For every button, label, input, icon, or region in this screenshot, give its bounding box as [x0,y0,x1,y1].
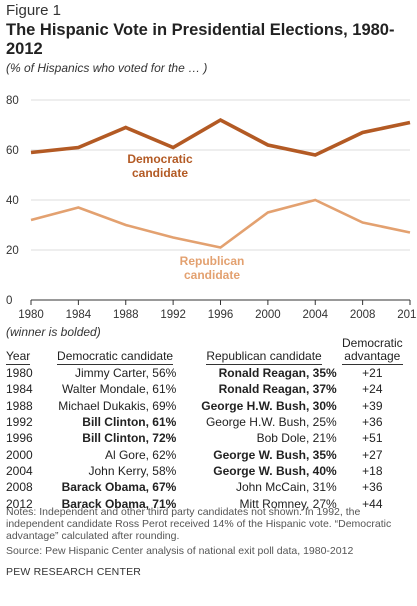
table-row: 1980 Jimmy Carter, 56% Ronald Reagan, 35% +… [2,365,408,381]
cell-advantage: +21 [362,366,383,381]
cell-advantage: +36 [362,480,383,495]
x-tick-label: 2000 [255,309,281,321]
x-tick-label: 2012 [397,309,417,321]
cell-advantage: +27 [362,447,383,462]
cell-democratic: Barack Obama, 67% [61,480,177,495]
y-tick-label: 20 [6,245,19,257]
cell-republican: Mitt Romney, 27% [239,496,337,511]
chart-subtitle: (% of Hispanics who voted for the … ) [6,61,208,75]
table-row: 1996 Bill Clinton, 72% Bob Dole, 21% +51 [2,430,408,446]
results-table: Year Democratic candidate Republican can… [2,337,408,512]
y-tick-label: 0 [6,295,12,307]
x-tick-label: 2008 [350,309,376,321]
x-tick-label: 2004 [302,309,328,321]
cell-republican: George H.W. Bush, 25% [205,415,337,430]
y-tick-label: 80 [6,95,19,107]
cell-democratic: Bill Clinton, 72% [82,431,177,446]
cell-year: 2012 [6,496,33,511]
figure-label: Figure 1 [6,2,62,19]
democratic-series-line [30,117,411,157]
winner-note: (winner is bolded) [6,325,101,339]
organization-credit: PEW RESEARCH CENTER [6,566,142,578]
cell-democratic: Michael Dukakis, 69% [58,398,177,413]
cell-year: 2000 [6,447,33,462]
cell-republican: Ronald Reagan, 37% [218,382,337,397]
cell-democratic: Jimmy Carter, 56% [74,366,177,381]
republican-series-line [30,198,411,249]
x-tick-label: 1992 [160,309,186,321]
series-label-line: candidate [132,166,188,180]
header-advantage: Democratic advantage [341,336,403,365]
x-tick-label: 1984 [66,309,92,321]
x-tick-label: 1980 [18,309,44,321]
cell-democratic: John Kerry, 58% [88,463,177,478]
cell-democratic: Barack Obama, 71% [61,496,177,511]
header-democratic: Democratic candidate [57,349,174,365]
cell-year: 2004 [6,463,33,478]
table-row: 1984 Walter Mondale, 61% Ronald Reagan, 37… [2,381,408,397]
table-header-row: Year Democratic candidate Republican can… [2,337,408,365]
x-tick-label: 1988 [113,309,139,321]
cell-democratic: Walter Mondale, 61% [62,382,177,397]
cell-advantage: +24 [362,382,383,397]
header-republican: Republican candidate [206,349,322,365]
table-row: 1988 Michael Dukakis, 69% George H.W. Bush… [2,398,408,414]
cell-year: 1980 [6,366,33,381]
cell-republican: John McCain, 31% [235,480,337,495]
cell-republican: George W. Bush, 35% [213,447,337,462]
series-label-line: candidate [184,268,240,282]
y-tick-label: 40 [6,195,19,207]
republican-series-label: Republican candidate [180,254,245,282]
chart-source: Source: Pew Hispanic Center analysis of … [6,545,354,557]
cell-advantage: +51 [362,431,383,446]
cell-year: 1988 [6,398,33,413]
cell-republican: George W. Bush, 40% [213,463,337,478]
cell-advantage: +18 [362,463,383,478]
cell-advantage: +36 [362,415,383,430]
series-label-line: Republican [180,254,245,268]
cell-republican: George H.W. Bush, 30% [201,398,337,413]
chart-notes: Notes: Independent and other third party… [6,506,392,542]
series-label-line: Democratic [127,152,193,166]
table-row: 2008 Barack Obama, 67% John McCain, 31% +36 [2,479,408,495]
cell-republican: Bob Dole, 21% [256,431,337,446]
cell-democratic: Bill Clinton, 61% [82,415,177,430]
chart-title: The Hispanic Vote in Presidential Electi… [6,21,395,58]
header-year: Year [6,349,31,365]
cell-republican: Ronald Reagan, 35% [218,366,337,381]
cell-advantage: +44 [362,496,383,511]
cell-advantage: +39 [362,398,383,413]
cell-democratic: Al Gore, 62% [104,447,177,462]
y-tick-label: 60 [6,145,19,157]
line-chart: 0 20 40 60 80 1980 1984 1988 1992 1996 2000 2004 200… [6,95,417,321]
cell-year: 1992 [6,415,33,430]
cell-year: 1996 [6,431,33,446]
table-row: 2004 John Kerry, 58% George W. Bush, 40% +1… [2,463,408,479]
cell-year: 1984 [6,382,33,397]
cell-year: 2008 [6,480,33,495]
table-row: 2000 Al Gore, 62% George W. Bush, 35% +27 [2,446,408,462]
democratic-series-label: Democratic candidate [127,152,193,180]
table-row: 1992 Bill Clinton, 61% George H.W. Bush, 2… [2,414,408,430]
x-tick-label: 1996 [208,309,234,321]
table-row: 2012 Barack Obama, 71% Mitt Romney, 27% +44 [2,495,408,511]
